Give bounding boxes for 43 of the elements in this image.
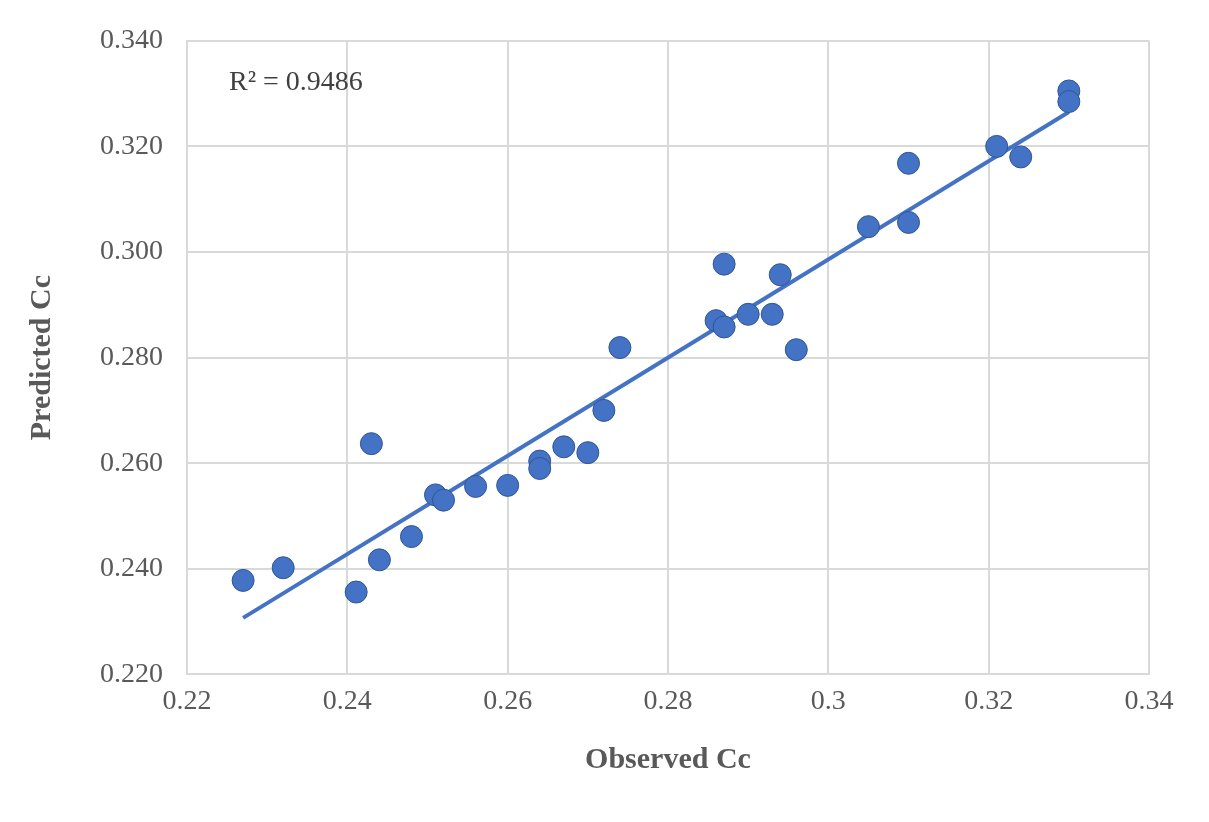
point — [712, 315, 736, 339]
y-axis-title: Predicted Cc — [22, 274, 56, 441]
point — [231, 568, 255, 592]
point — [528, 456, 552, 480]
y-tick-label: 0.340 — [100, 23, 163, 55]
x-tick-label: 0.26 — [483, 683, 533, 715]
point — [608, 336, 632, 360]
point — [271, 556, 295, 580]
annotation: R² = 0.9486 — [229, 65, 363, 97]
point — [985, 134, 1009, 158]
point — [736, 302, 760, 326]
point — [576, 441, 600, 465]
point — [496, 473, 520, 497]
point — [464, 474, 488, 498]
point — [399, 525, 423, 549]
y-tick-label: 0.220 — [100, 656, 163, 688]
y-tick-label: 0.260 — [100, 445, 163, 477]
point — [552, 435, 576, 459]
y-tick-label: 0.320 — [100, 128, 163, 160]
point — [359, 432, 383, 456]
x-axis-title: Observed Cc — [585, 740, 751, 774]
point — [897, 210, 920, 234]
x-tick-label: 0.3 — [810, 683, 846, 715]
point — [592, 398, 616, 422]
point — [432, 488, 456, 512]
point — [856, 215, 880, 239]
point — [897, 151, 920, 175]
point — [1057, 90, 1081, 114]
point — [784, 338, 808, 362]
y-tick-label: 0.280 — [100, 339, 163, 371]
x-tick-label: 0.24 — [322, 683, 372, 715]
x-tick-label: 0.22 — [162, 683, 212, 715]
point — [367, 548, 391, 572]
point — [344, 580, 368, 604]
point — [768, 263, 792, 287]
point — [1009, 145, 1033, 169]
y-tick-label: 0.240 — [100, 551, 163, 583]
x-tick-label: 0.34 — [1124, 683, 1174, 715]
point — [712, 252, 736, 276]
y-tick-label: 0.300 — [100, 234, 163, 266]
point — [760, 302, 784, 326]
x-tick-label: 0.28 — [643, 683, 693, 715]
x-tick-label: 0.32 — [964, 683, 1014, 715]
